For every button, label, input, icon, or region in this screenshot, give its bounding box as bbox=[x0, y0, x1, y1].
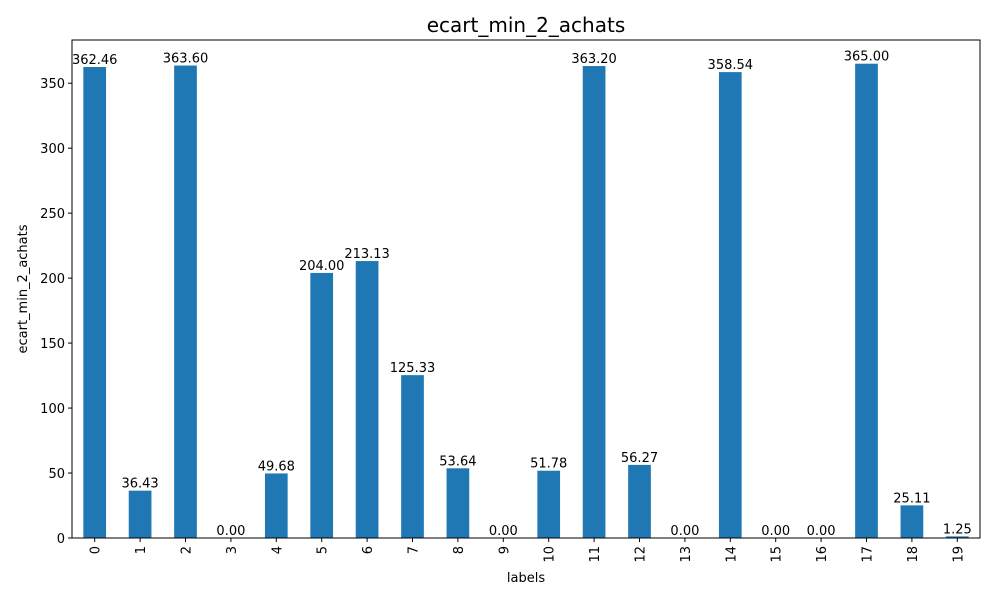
value-label-2: 363.60 bbox=[163, 52, 209, 67]
y-tick-label-250: 250 bbox=[40, 207, 65, 222]
x-tick-label-4: 4 bbox=[270, 546, 285, 554]
y-tick-label-300: 300 bbox=[40, 142, 65, 157]
x-tick-label-1: 1 bbox=[134, 546, 149, 554]
y-tick-label-0: 0 bbox=[57, 532, 65, 547]
value-label-16: 0.00 bbox=[807, 524, 836, 539]
x-tick-label-14: 14 bbox=[724, 546, 739, 563]
x-tick-label-0: 0 bbox=[89, 546, 104, 554]
x-tick-label-10: 10 bbox=[543, 546, 558, 563]
x-tick-label-12: 12 bbox=[634, 546, 649, 563]
value-label-11: 363.20 bbox=[571, 52, 617, 67]
value-label-7: 125.33 bbox=[390, 361, 436, 376]
value-label-3: 0.00 bbox=[216, 524, 245, 539]
bar-5 bbox=[310, 272, 334, 538]
y-tick-label-200: 200 bbox=[40, 272, 65, 287]
x-tick-label-7: 7 bbox=[407, 546, 422, 554]
x-tick-label-13: 13 bbox=[679, 546, 694, 563]
bar-12 bbox=[628, 464, 651, 538]
value-label-1: 36.43 bbox=[121, 477, 158, 492]
value-label-0: 362.46 bbox=[72, 53, 118, 68]
x-tick-label-5: 5 bbox=[316, 546, 331, 554]
x-tick-label-18: 18 bbox=[906, 546, 921, 563]
x-tick-label-17: 17 bbox=[861, 546, 876, 563]
y-tick-label-350: 350 bbox=[40, 77, 65, 92]
y-tick-label-100: 100 bbox=[40, 402, 65, 417]
x-tick-label-19: 19 bbox=[951, 546, 966, 563]
bar-8 bbox=[446, 468, 470, 538]
value-label-14: 358.54 bbox=[708, 58, 754, 73]
value-label-17: 365.00 bbox=[844, 50, 890, 65]
x-tick-label-15: 15 bbox=[770, 546, 785, 563]
value-label-10: 51.78 bbox=[530, 457, 567, 472]
bar-18 bbox=[900, 505, 924, 538]
value-label-4: 49.68 bbox=[258, 459, 295, 474]
bar-7 bbox=[401, 375, 424, 538]
value-label-6: 213.13 bbox=[344, 247, 390, 262]
bar-17 bbox=[855, 63, 878, 538]
value-label-8: 53.64 bbox=[439, 454, 476, 469]
x-tick-label-2: 2 bbox=[180, 546, 195, 554]
value-label-5: 204.00 bbox=[299, 259, 345, 274]
x-tick-label-16: 16 bbox=[815, 546, 830, 563]
bar-10 bbox=[537, 470, 561, 538]
y-tick-label-150: 150 bbox=[40, 337, 65, 352]
bar-1 bbox=[128, 490, 152, 538]
value-label-19: 1.25 bbox=[943, 522, 972, 537]
x-tick-label-11: 11 bbox=[588, 546, 603, 563]
value-label-13: 0.00 bbox=[670, 524, 699, 539]
x-tick-label-6: 6 bbox=[361, 546, 376, 554]
bar-14 bbox=[718, 72, 742, 538]
value-label-18: 25.11 bbox=[893, 491, 930, 506]
x-tick-label-3: 3 bbox=[225, 546, 240, 554]
plot-area: 362.4636.43363.600.0049.68204.00213.1312… bbox=[40, 39, 981, 563]
bar-2 bbox=[174, 65, 197, 539]
bar-6 bbox=[355, 261, 379, 538]
plot-frame bbox=[71, 39, 981, 539]
chart-title: ecart_min_2_achats bbox=[427, 13, 626, 37]
x-tick-label-9: 9 bbox=[497, 546, 512, 554]
bar-4 bbox=[264, 473, 288, 538]
value-label-15: 0.00 bbox=[761, 524, 790, 539]
bar-19 bbox=[945, 536, 969, 538]
bar-11 bbox=[582, 66, 606, 539]
value-label-9: 0.00 bbox=[489, 524, 518, 539]
bar-0 bbox=[83, 67, 107, 538]
x-tick-label-8: 8 bbox=[452, 546, 467, 554]
y-tick-label-50: 50 bbox=[48, 467, 65, 482]
y-axis-label: ecart_min_2_achats bbox=[16, 224, 31, 353]
value-label-12: 56.27 bbox=[621, 451, 658, 466]
x-axis-label: labels bbox=[507, 571, 545, 586]
